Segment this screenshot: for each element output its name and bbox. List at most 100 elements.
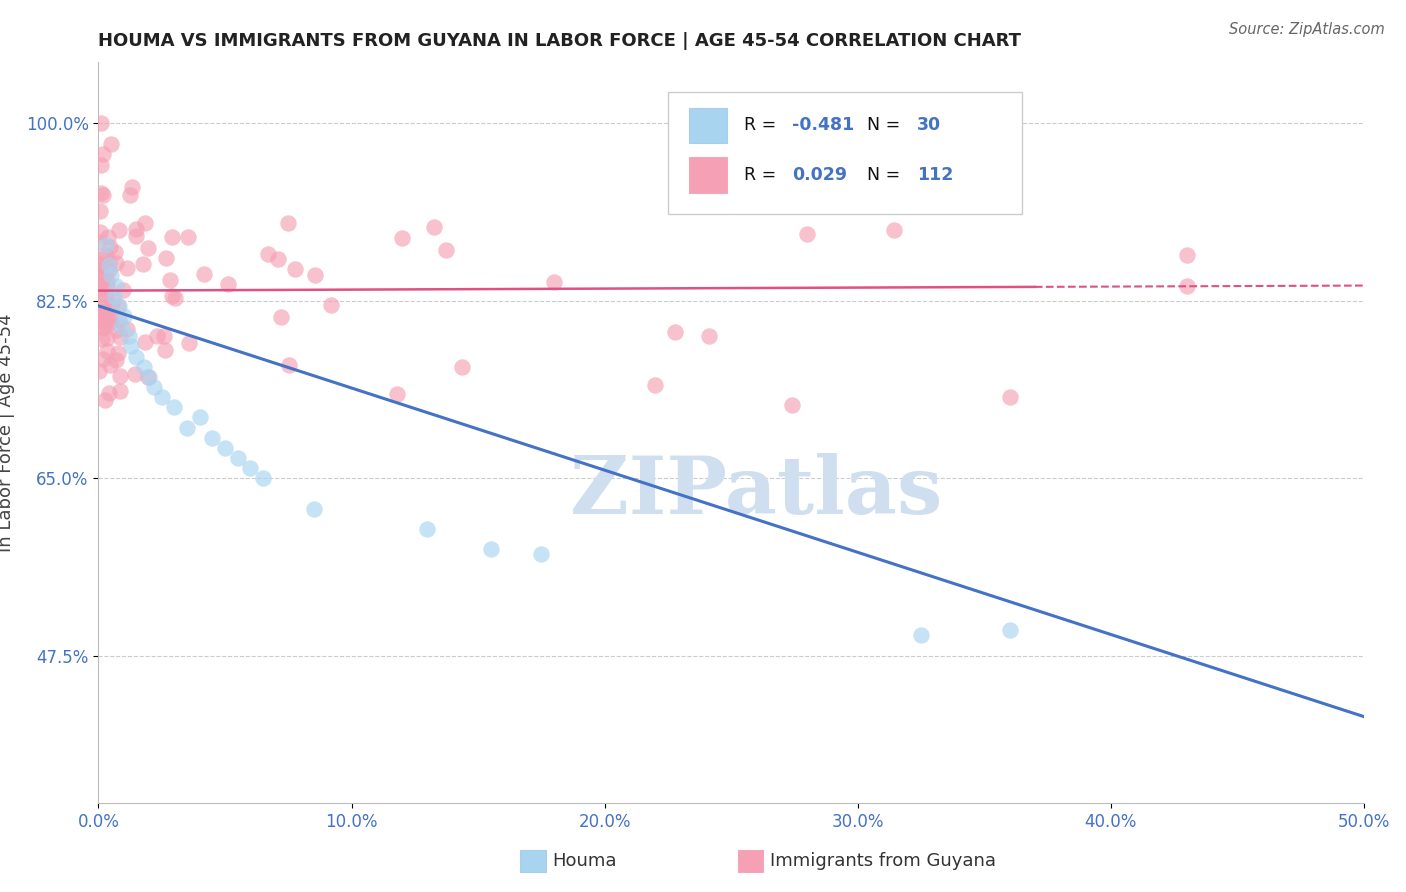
Point	[90, 300, 112, 314]
Point	[134, 335, 156, 350]
Point	[105, 353, 128, 368]
Point	[96, 288, 118, 302]
Point	[107, 346, 129, 360]
Point	[163, 401, 186, 415]
Point	[884, 116, 907, 130]
Point	[97, 385, 120, 400]
Point	[90, 186, 112, 201]
Point	[1175, 248, 1198, 262]
Point	[543, 276, 565, 290]
Point	[97, 312, 120, 326]
Point	[697, 328, 720, 343]
Point	[177, 230, 200, 244]
Point	[89, 302, 111, 317]
Point	[108, 329, 131, 343]
Text: R =: R =	[744, 116, 782, 135]
Point	[96, 248, 118, 262]
Point	[193, 267, 215, 281]
Point	[115, 322, 138, 336]
Point	[226, 450, 249, 465]
Point	[530, 547, 553, 561]
Point	[91, 315, 114, 329]
Point	[90, 319, 112, 334]
Point	[124, 367, 146, 381]
Point	[423, 220, 446, 235]
Point	[94, 263, 117, 277]
Point	[319, 298, 342, 312]
Point	[90, 332, 112, 346]
Point	[150, 390, 173, 404]
Point	[89, 256, 111, 270]
Point	[160, 289, 183, 303]
Point	[107, 223, 129, 237]
Point	[87, 309, 110, 323]
Point	[391, 231, 413, 245]
Point	[998, 624, 1021, 638]
Point	[98, 240, 121, 254]
Point	[89, 261, 111, 276]
Bar	[689, 157, 727, 193]
Point	[98, 262, 121, 277]
Point	[98, 358, 121, 372]
Point	[1175, 278, 1198, 293]
Point	[96, 278, 118, 293]
Point	[94, 305, 117, 319]
Point	[100, 312, 122, 326]
Point	[100, 294, 122, 309]
Point	[155, 343, 177, 358]
Text: 112: 112	[917, 166, 953, 184]
Point	[125, 229, 148, 244]
Point	[883, 223, 905, 237]
Point	[201, 431, 224, 445]
Point	[146, 329, 169, 343]
Point	[644, 377, 666, 392]
Point	[134, 216, 156, 230]
Point	[100, 136, 122, 151]
Point	[90, 252, 112, 266]
Point	[479, 542, 502, 557]
Point	[91, 262, 114, 277]
Point	[217, 277, 239, 292]
Point	[91, 352, 114, 367]
Text: 0.029: 0.029	[792, 166, 846, 184]
Point	[96, 343, 118, 358]
Point	[284, 262, 307, 277]
Point	[277, 216, 299, 230]
Point	[89, 204, 111, 219]
Point	[105, 278, 128, 293]
Point	[87, 273, 110, 287]
Point	[143, 380, 166, 394]
Point	[780, 398, 803, 412]
Point	[125, 221, 148, 235]
Point	[118, 329, 141, 343]
Point	[416, 522, 439, 536]
Point	[252, 471, 274, 485]
Point	[121, 180, 143, 194]
Point	[176, 420, 198, 434]
FancyBboxPatch shape	[668, 92, 1022, 214]
Point	[131, 257, 153, 271]
Point	[278, 358, 301, 372]
Point	[302, 501, 325, 516]
Text: R =: R =	[744, 166, 782, 184]
Point	[120, 339, 142, 353]
Point	[91, 187, 114, 202]
Point	[96, 272, 118, 286]
Point	[165, 291, 187, 305]
Point	[105, 256, 128, 270]
Point	[98, 256, 121, 270]
Point	[188, 410, 211, 425]
Point	[257, 246, 280, 260]
Point	[270, 310, 292, 325]
Point	[90, 116, 112, 130]
Point	[107, 299, 129, 313]
Point	[93, 321, 115, 335]
Point	[159, 273, 181, 287]
Point	[910, 628, 932, 642]
Text: Houma: Houma	[553, 852, 617, 870]
Point	[101, 299, 124, 313]
Point	[96, 318, 118, 332]
Point	[153, 329, 176, 343]
Point	[91, 308, 114, 322]
Point	[267, 252, 290, 267]
